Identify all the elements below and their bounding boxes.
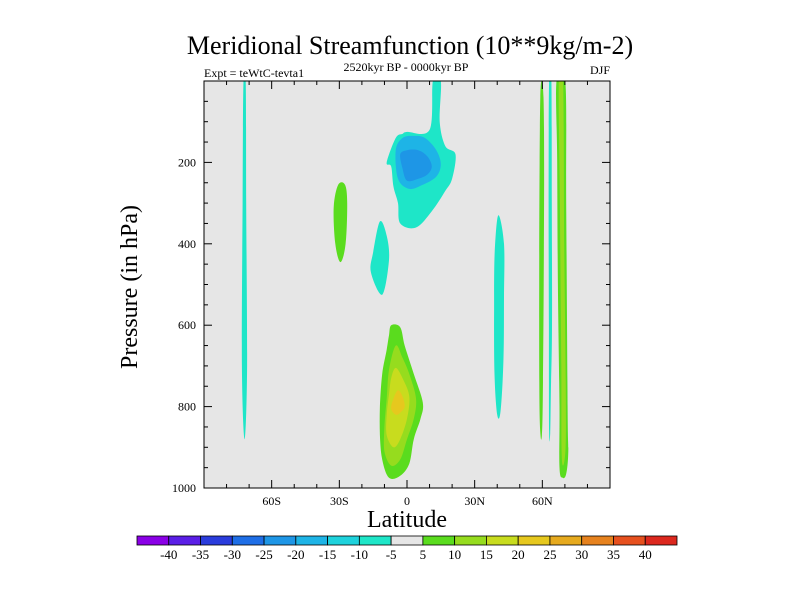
colorbar-swatch bbox=[422, 535, 456, 546]
contour-region-12 bbox=[539, 81, 545, 440]
colorbar-swatch bbox=[581, 535, 614, 546]
colorbar-swatch bbox=[549, 535, 583, 546]
colorbar-swatch bbox=[517, 535, 551, 546]
time-range-label: 2520kyr BP - 0000kyr BP bbox=[344, 60, 469, 74]
colorbar-swatch bbox=[168, 535, 201, 546]
experiment-label: Expt = teWtC-tevta1 bbox=[204, 66, 304, 80]
y-tick-label: 200 bbox=[178, 155, 196, 169]
x-axis-label: Latitude bbox=[367, 507, 447, 533]
colorbar-label: -35 bbox=[192, 547, 209, 562]
contour-region-6 bbox=[400, 149, 432, 182]
colorbar-label: 35 bbox=[607, 547, 620, 562]
colorbar-label: -40 bbox=[160, 547, 177, 562]
contour-region-2 bbox=[333, 182, 348, 263]
chart-title: Meridional Streamfunction (10**9kg/m-2) bbox=[187, 31, 633, 60]
colorbar-label: 30 bbox=[575, 547, 588, 562]
x-tick-label: 60S bbox=[262, 494, 281, 508]
contour-region-10 bbox=[391, 390, 405, 415]
colorbar: -40 -35 -30 -25 -20 -15 -10 -5 5 10 15 20 25 30 35 40 bbox=[136, 535, 678, 562]
colorbar-label: 40 bbox=[639, 547, 652, 562]
colorbar-label: 20 bbox=[512, 547, 525, 562]
colorbar-swatch bbox=[231, 535, 265, 546]
contour-region-3 bbox=[370, 220, 390, 295]
colorbar-label: 10 bbox=[448, 547, 461, 562]
colorbar-swatch bbox=[200, 535, 233, 546]
colorbar-swatch bbox=[358, 535, 392, 546]
colorbar-label: -5 bbox=[386, 547, 397, 562]
contour-region-15 bbox=[558, 81, 566, 466]
x-tick-label: 30N bbox=[464, 494, 485, 508]
x-axis-ticks: 60S 30S 0 30N 60N bbox=[226, 81, 588, 508]
colorbar-swatch bbox=[263, 535, 297, 546]
colorbar-swatch bbox=[644, 535, 678, 546]
colorbar-swatch bbox=[136, 535, 170, 546]
x-tick-label: 30S bbox=[330, 494, 349, 508]
y-axis-label: Pressure (in hPa) bbox=[117, 205, 143, 369]
colorbar-label: -30 bbox=[224, 547, 241, 562]
colorbar-label: 5 bbox=[420, 547, 427, 562]
y-tick-label: 400 bbox=[178, 237, 196, 251]
season-label: DJF bbox=[590, 63, 610, 77]
colorbar-swatch bbox=[486, 535, 519, 546]
y-axis-ticks: 200 400 600 800 1000 bbox=[172, 100, 610, 495]
contour-region-11 bbox=[494, 215, 505, 419]
colorbar-label: -25 bbox=[255, 547, 272, 562]
contour-regions bbox=[241, 81, 569, 480]
y-tick-label: 1000 bbox=[172, 481, 196, 495]
colorbar-label: -15 bbox=[319, 547, 336, 562]
y-tick-label: 600 bbox=[178, 318, 196, 332]
colorbar-swatch bbox=[327, 535, 360, 546]
colorbar-label: -20 bbox=[287, 547, 304, 562]
colorbar-label: -10 bbox=[351, 547, 368, 562]
colorbar-label: 25 bbox=[543, 547, 556, 562]
colorbar-swatch bbox=[295, 535, 328, 546]
x-tick-label: 0 bbox=[404, 494, 410, 508]
colorbar-swatch bbox=[454, 535, 487, 546]
y-tick-label: 800 bbox=[178, 400, 196, 414]
contour-region-1 bbox=[241, 81, 248, 440]
x-tick-label: 60N bbox=[532, 494, 553, 508]
contour-region-13 bbox=[548, 81, 553, 442]
colorbar-swatch bbox=[613, 535, 646, 546]
colorbar-swatch bbox=[390, 535, 424, 546]
colorbar-label: 15 bbox=[480, 547, 493, 562]
